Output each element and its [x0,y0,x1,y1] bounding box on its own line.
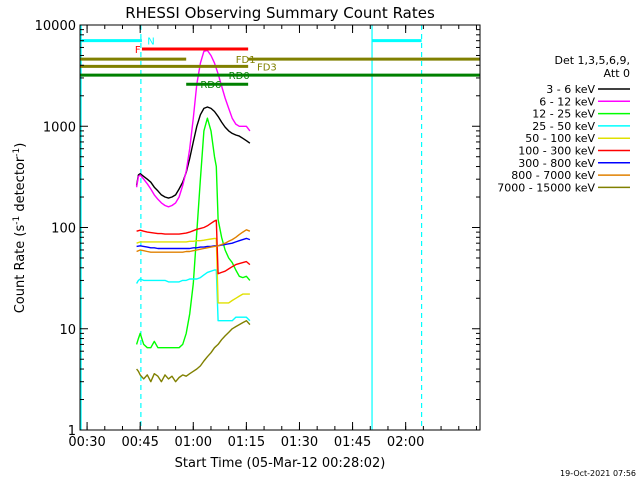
chart-title: RHESSI Observing Summary Count Rates [125,4,435,22]
state-label-f: F [135,45,141,56]
series-line-8 [136,320,251,383]
legend-label-3: 25 - 50 keV [532,120,595,133]
x-tick-label: 01:00 [175,435,212,450]
legend-label-1: 6 - 12 keV [539,95,595,108]
series-line-0 [135,106,251,199]
y-tick-label: 1000 [43,120,76,135]
timestamp: 19-Oct-2021 07:56 [560,469,636,478]
legend-label-8: 7000 - 15000 keV [497,181,595,194]
legend-label-4: 50 - 100 keV [525,132,595,145]
series-line-4 [136,237,250,304]
y-axis-label: Count Rate (s-1 detector-1) [12,143,28,314]
series-line-3 [135,269,251,322]
x-tick-label: 02:00 [387,435,424,450]
y-label-base: Count Rate (s [13,225,28,314]
x-tick-label: 01:15 [228,435,265,450]
legend-label-6: 300 - 800 keV [518,157,595,170]
legend-label-2: 12 - 25 keV [532,108,595,121]
x-axis: 00:30 00:45 01:00 01:15 01:30 01:45 02:00 [68,25,477,450]
state-label-fd3: FD3 [257,62,277,73]
y-tick-label: 10 [59,323,76,338]
series-line-6 [136,237,251,250]
x-axis-label: Start Time (05-Mar-12 00:28:02) [175,456,386,471]
y-tick-label: 100 [51,222,76,237]
legend-label-0: 3 - 6 keV [546,83,595,96]
legend-title-line1: Det 1,3,5,6,9, [554,54,630,67]
y-label-sup1: -1 [12,216,22,225]
state-label-rd0: RD0 [229,71,250,82]
state-label-n: N [147,37,154,48]
y-label-end: ) [13,143,28,148]
x-tick-label: 01:45 [334,435,371,450]
x-tick-label: 00:45 [121,435,158,450]
series-line-7 [136,229,251,253]
y-tick-label: 1 [68,424,76,439]
legend-title-line2: Att 0 [604,67,630,80]
series-line-2 [135,117,251,349]
y-label-mid: detector [13,156,28,216]
y-label-sup2: -1 [12,148,22,157]
y-axis: 1 10 100 1000 10000 [35,19,480,439]
series-line-5 [136,219,251,275]
y-tick-label: 10000 [35,19,76,34]
series-line-1 [135,49,251,208]
state-label-rd6: RD6 [200,80,221,91]
legend-label-5: 100 - 300 keV [518,145,595,158]
x-tick-label: 01:30 [281,435,318,450]
state-label-fd1: FD1 [236,55,256,66]
legend-label-7: 800 - 7000 keV [511,169,595,182]
x-tick-label: 00:30 [68,435,105,450]
